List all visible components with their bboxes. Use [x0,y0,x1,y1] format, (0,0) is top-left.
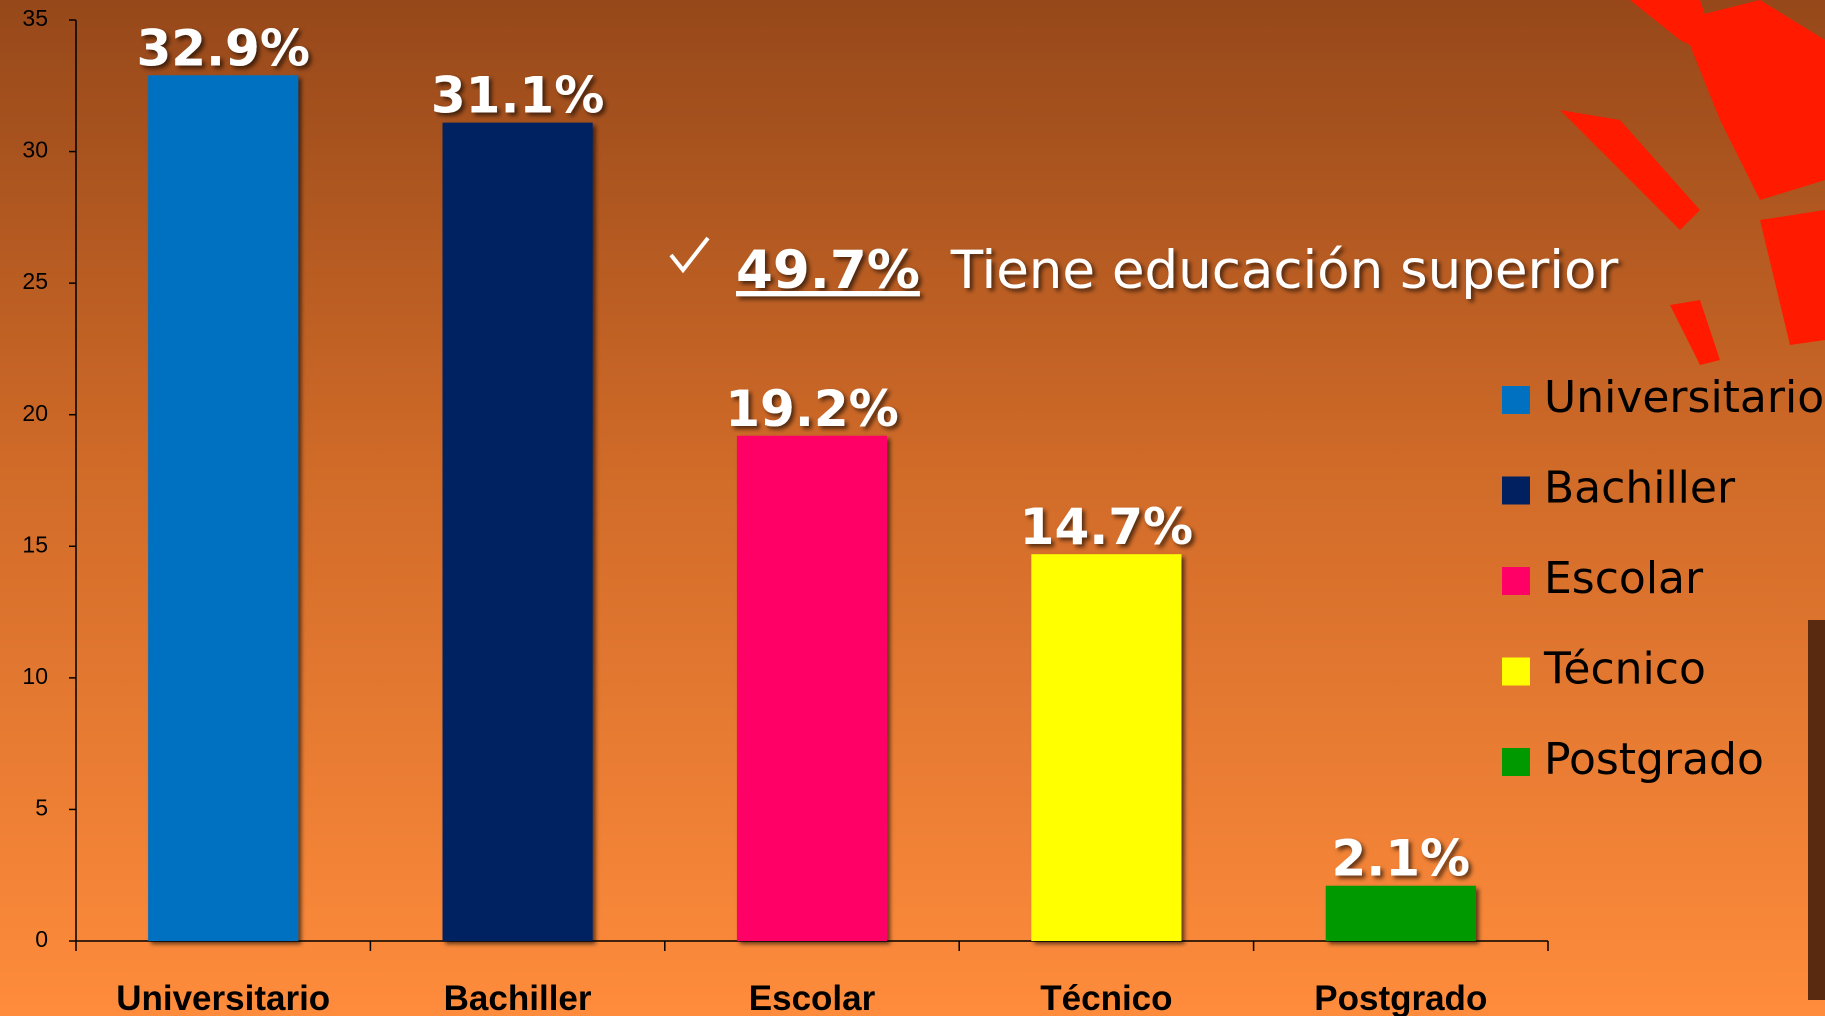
annotation-highlight: 49.7% [736,240,920,301]
value-label: 14.7% [1020,498,1193,556]
x-tick-label: Bachiller [444,979,592,1016]
value-label: 32.9% [136,19,309,77]
annotation-body: Tiene educación superior [950,240,1619,301]
legend-label: Postgrado [1544,734,1764,785]
bar [736,435,888,941]
x-tick-label: Universitario [116,979,330,1016]
x-tick-label: Técnico [1040,979,1172,1016]
legend-label: Escolar [1544,553,1704,604]
legend-swatch [1502,386,1530,414]
y-tick-label: 0 [35,926,48,952]
y-tick-label: 15 [22,531,48,557]
decoration [1560,0,1825,1000]
legend-swatch [1502,567,1530,595]
plot-area: 0 5 10 15 20 25 30 35 Universitario 32.9% Bachille… [22,5,1549,1016]
legend: Universitario Bachiller Escolar Técnico Post… [1502,372,1824,785]
value-label: 31.1% [431,67,604,125]
annotation-text: 49.7% Tiene educación superior [736,240,1618,301]
y-tick-label: 5 [35,795,48,821]
bar [148,75,299,941]
legend-swatch [1502,657,1530,686]
bar [1031,554,1182,941]
legend-swatch [1502,476,1530,505]
x-tick-label: Escolar [749,979,876,1016]
y-tick-label: 30 [22,137,48,163]
legend-label: Universitario [1544,372,1824,423]
y-tick-label: 35 [22,5,48,31]
bar [1325,885,1476,941]
value-label: 19.2% [725,380,898,438]
value-label: 2.1% [1331,830,1470,888]
bar [442,122,593,941]
y-tick-label: 10 [22,663,48,689]
check-mark [669,236,710,274]
x-tick-label: Postgrado [1314,979,1487,1016]
y-tick-label: 25 [22,268,48,294]
legend-swatch [1502,748,1530,776]
annotation: 49.7% Tiene educación superior [669,236,1618,301]
legend-label: Técnico [1543,644,1706,695]
legend-label: Bachiller [1544,463,1736,514]
y-tick-label: 20 [22,400,48,426]
